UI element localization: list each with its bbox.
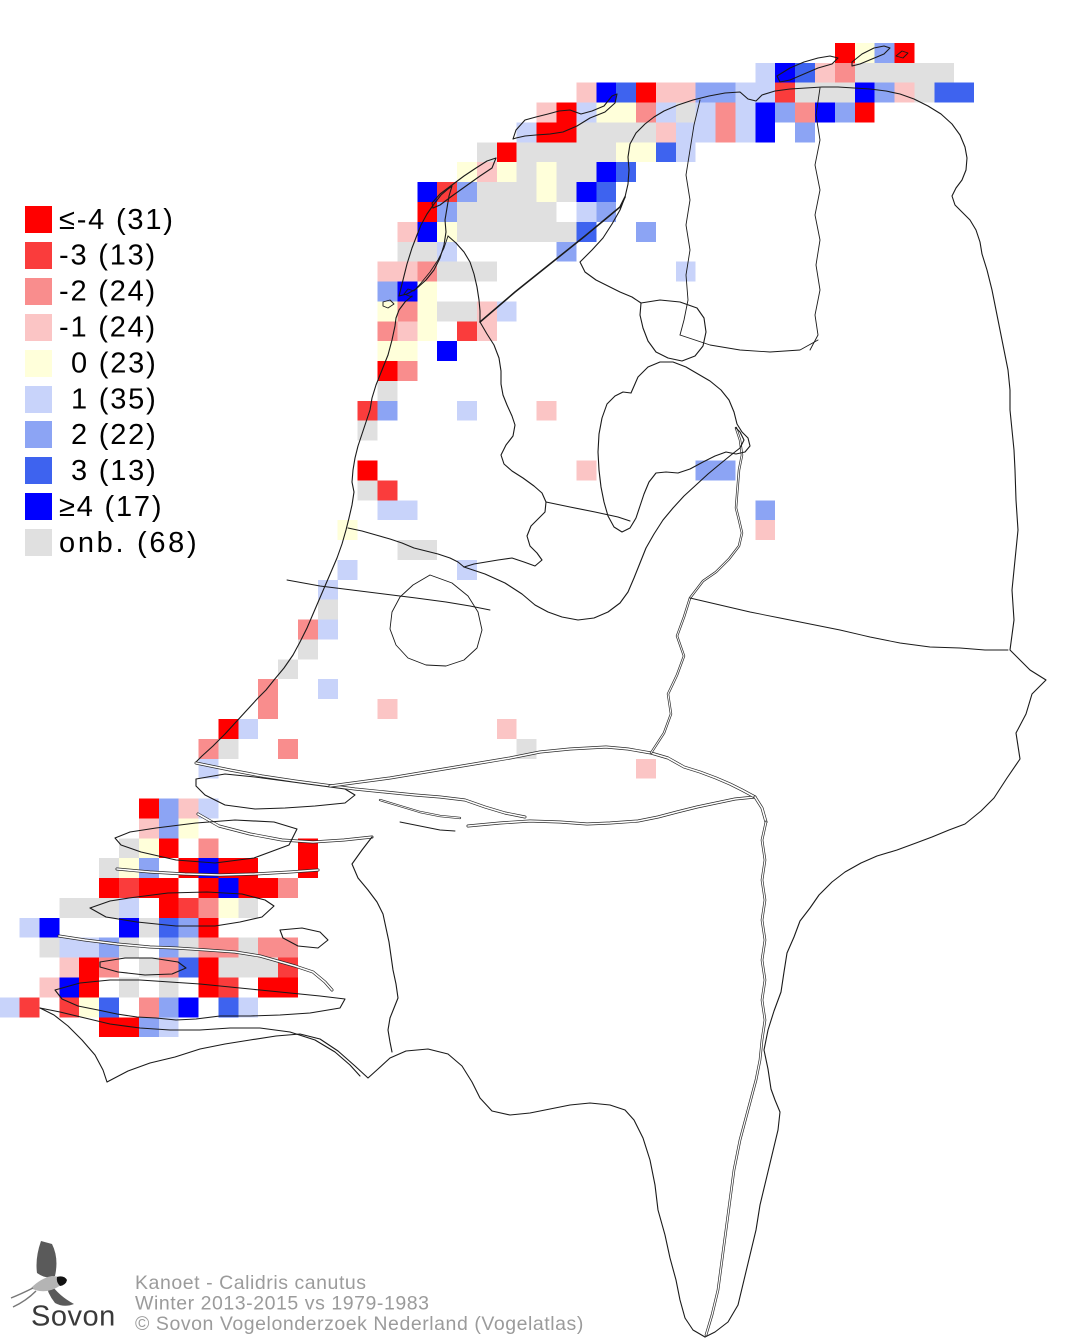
svg-text:3 (13): 3 (13) [71, 455, 158, 487]
svg-text:≤-4 (31): ≤-4 (31) [59, 204, 175, 236]
svg-text:0 (23): 0 (23) [71, 347, 158, 379]
svg-text:2 (22): 2 (22) [71, 419, 158, 451]
svg-text:Winter 2013-2015 vs 1979-1983: Winter 2013-2015 vs 1979-1983 [135, 1293, 430, 1315]
svg-text:-3 (13): -3 (13) [59, 240, 157, 272]
svg-text:onb. (68): onb. (68) [59, 527, 199, 559]
svg-text:Sovon: Sovon [31, 1301, 116, 1333]
svg-text:© Sovon Vogelonderzoek Nederla: © Sovon Vogelonderzoek Nederland (Vogela… [135, 1313, 584, 1335]
svg-text:Kanoet - Calidris canutus: Kanoet - Calidris canutus [135, 1272, 367, 1294]
svg-text:-1 (24): -1 (24) [59, 312, 157, 344]
svg-text:1 (35): 1 (35) [71, 383, 158, 415]
svg-text:≥4 (17): ≥4 (17) [59, 491, 163, 523]
svg-text:-2 (24): -2 (24) [59, 276, 157, 308]
